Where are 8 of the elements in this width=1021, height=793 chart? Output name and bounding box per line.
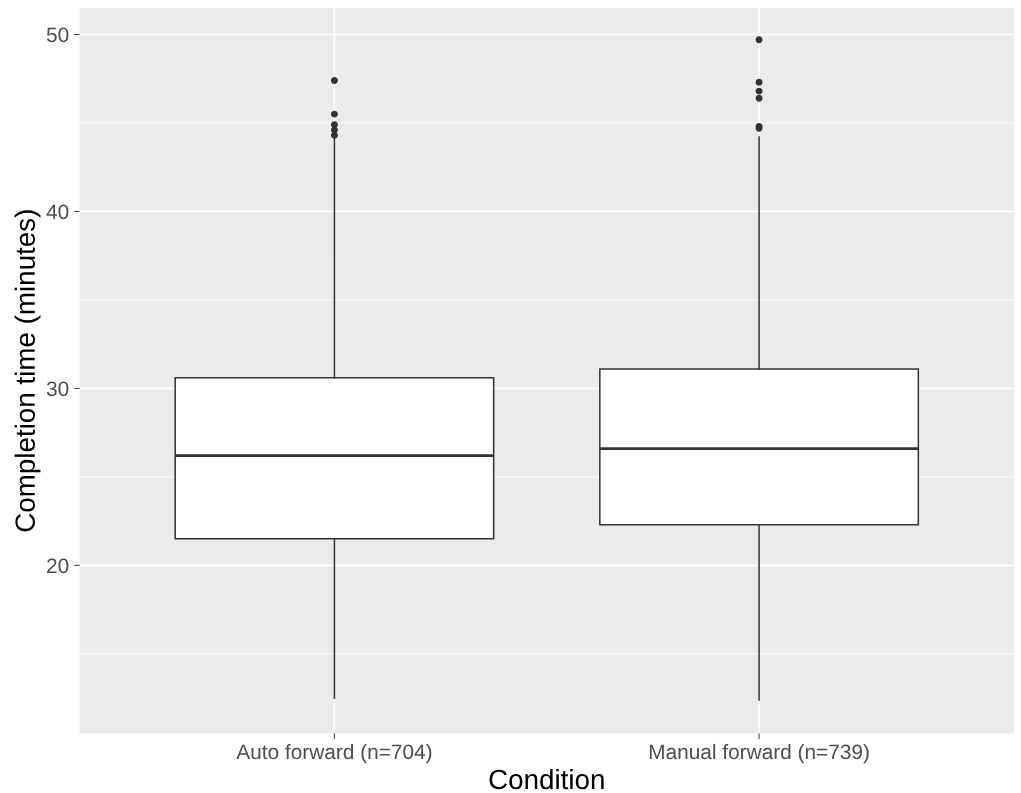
y-axis-title: Completion time (minutes) — [14, 210, 41, 532]
x-axis-title: Condition — [489, 768, 604, 790]
y-tick-label: 50 — [46, 27, 69, 43]
y-tick-label: 40 — [46, 204, 69, 220]
x-tick-label: Auto forward (n=704) — [236, 743, 432, 764]
y-tick-label: 20 — [47, 558, 69, 574]
x-tick-label: Manual forward (n=739) — [649, 743, 869, 764]
y-tick-label: 30 — [46, 381, 69, 397]
